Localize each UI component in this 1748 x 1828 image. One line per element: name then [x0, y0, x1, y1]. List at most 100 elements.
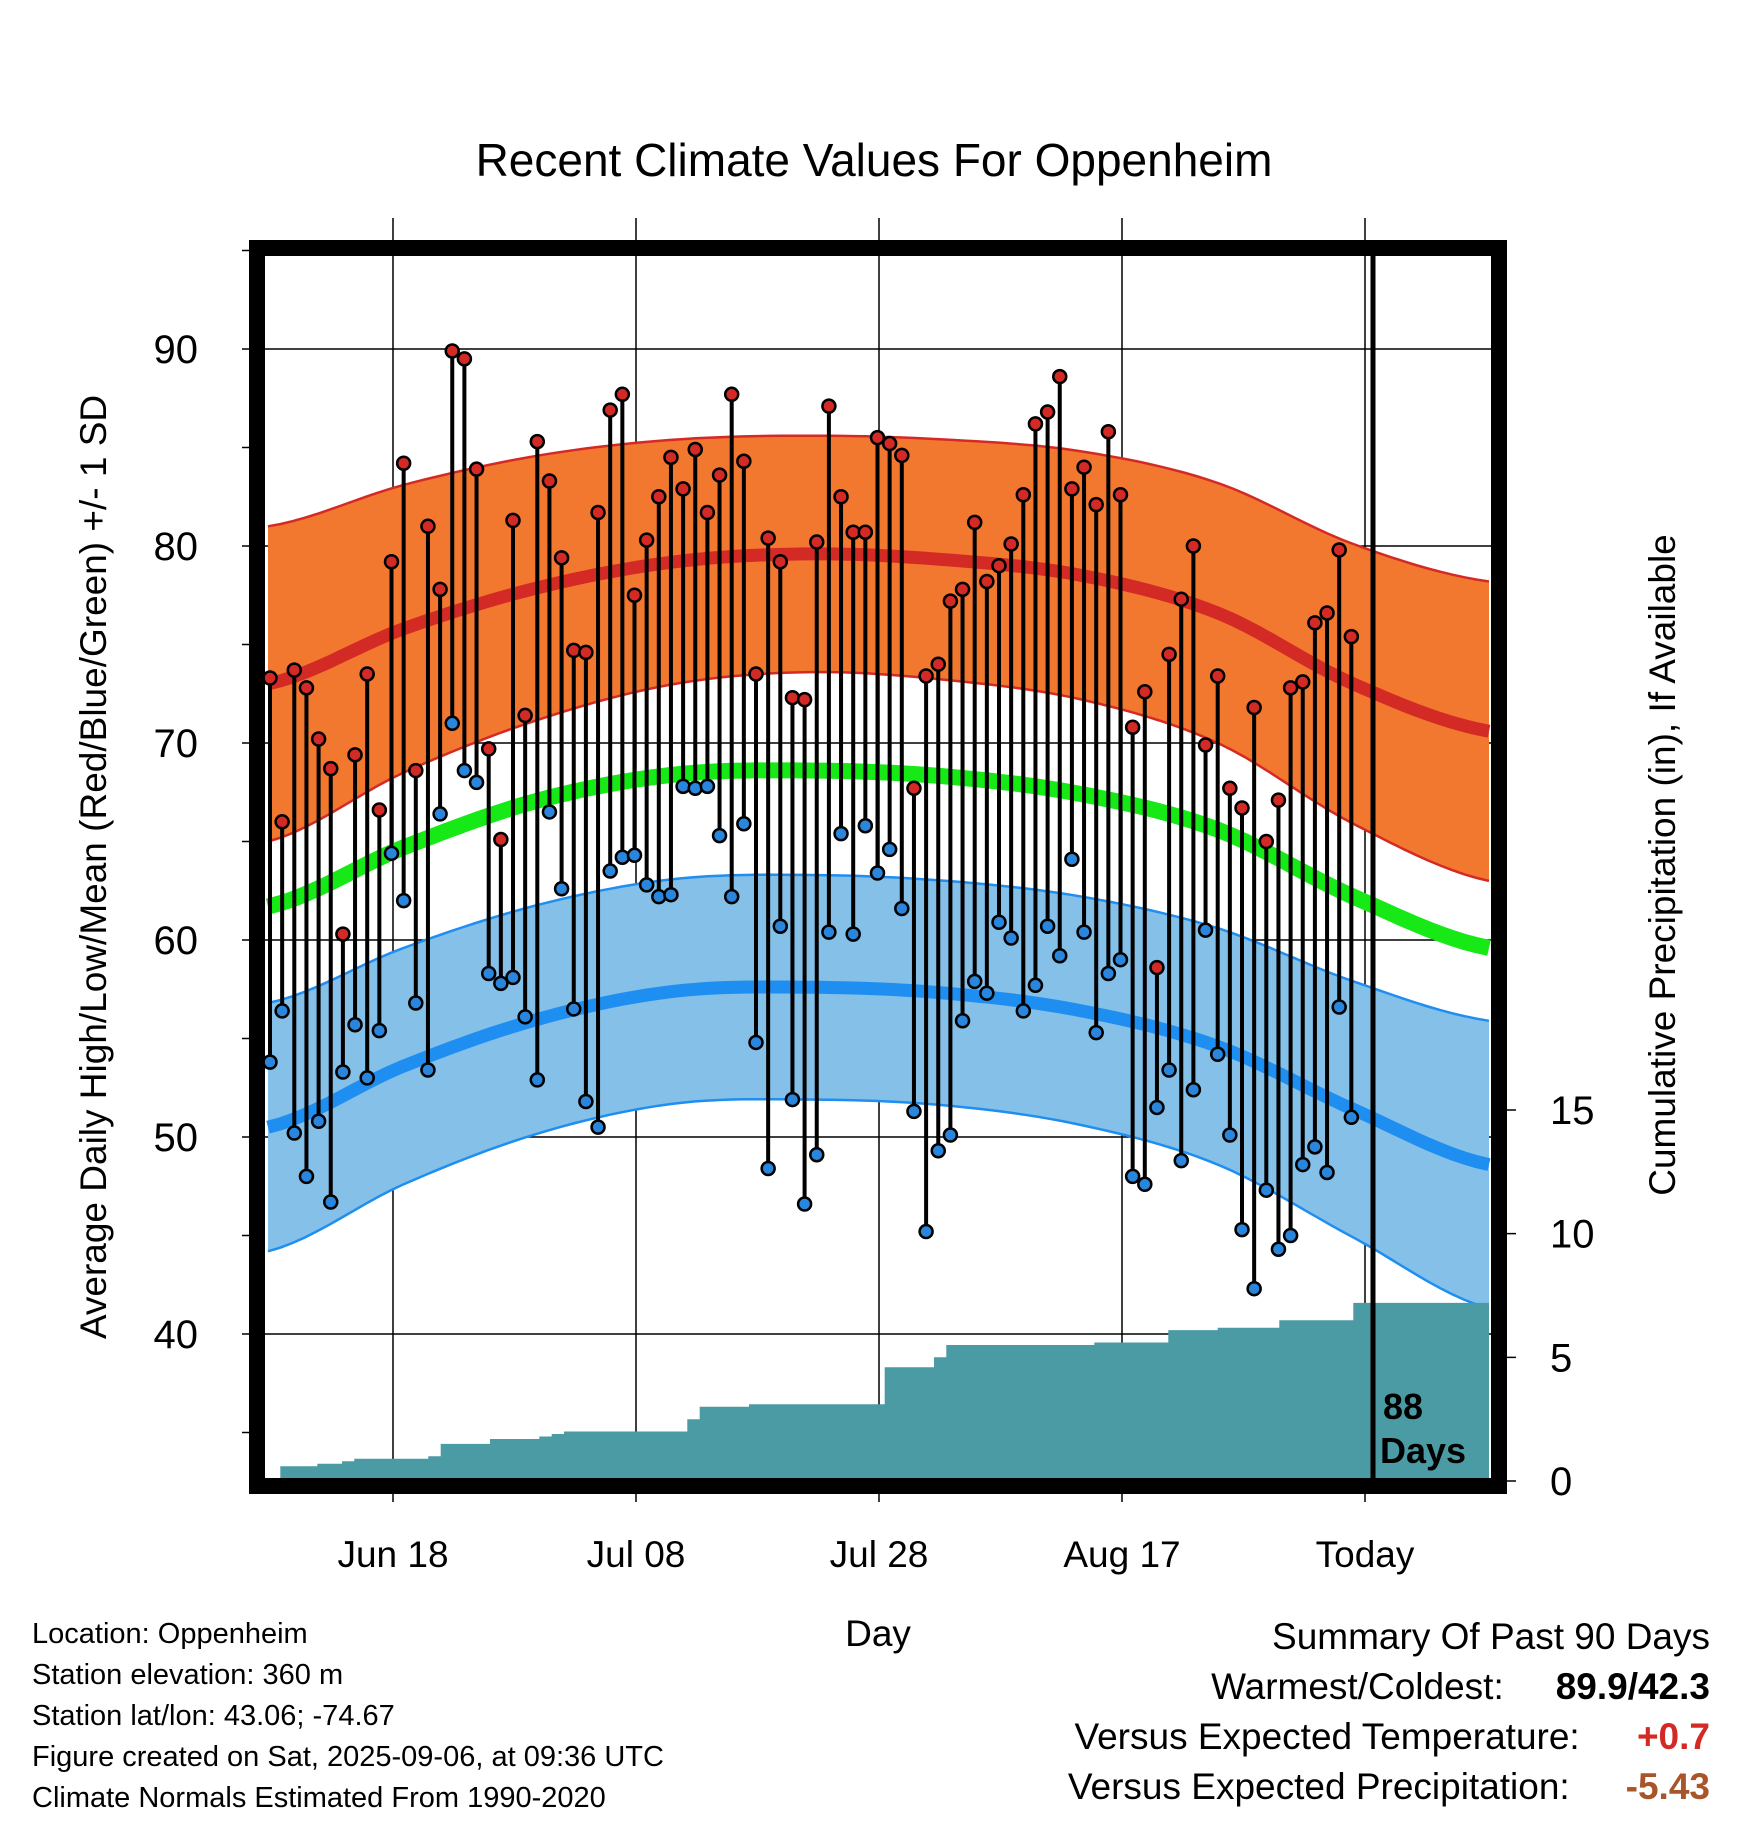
observed-low-dot — [420, 1062, 436, 1078]
observed-low-dot — [1064, 851, 1080, 867]
y-tick-label: 40 — [154, 1313, 199, 1357]
plot-area — [257, 218, 1499, 1486]
observed-low-dot — [590, 1119, 606, 1135]
observed-low-dot — [772, 918, 789, 934]
observed-high-dot — [432, 581, 448, 598]
observed-high-dot — [1027, 416, 1044, 432]
observed-high-dot — [383, 554, 400, 570]
x-tick-label: Aug 17 — [1063, 1534, 1180, 1575]
y-axis-left: 40 50 60 70 80 90 — [154, 249, 257, 1434]
observed-high-dot — [833, 489, 849, 505]
observed-low-dot — [298, 1168, 315, 1185]
observed-low-dot — [262, 1054, 278, 1070]
observed-low-dot — [723, 888, 740, 905]
observed-low-dot — [809, 1146, 825, 1163]
location-text: Location: Oppenheim — [32, 1618, 308, 1650]
observed-high-dot — [1295, 674, 1311, 690]
observed-high-dot — [286, 662, 303, 678]
observed-low-dot — [1076, 924, 1092, 940]
observed-high-dot — [1124, 719, 1141, 735]
observed-low-dot — [1307, 1139, 1323, 1155]
observed-stems — [268, 350, 1354, 1289]
observed-low-dot — [906, 1103, 922, 1120]
observed-low-dot — [1003, 930, 1019, 946]
observed-high-dot — [505, 512, 521, 529]
observed-high-dot — [1015, 487, 1032, 503]
observed-low-dot — [894, 900, 910, 917]
observed-low-dot — [748, 1034, 764, 1051]
observed-low-dot — [942, 1127, 959, 1143]
observed-low-dot — [456, 762, 473, 779]
observed-low-dot — [954, 1013, 971, 1029]
observed-high-dot — [954, 581, 971, 598]
observed-low-dot — [371, 1022, 388, 1039]
observed-high-dot — [578, 644, 594, 661]
normals-text: Climate Normals Estimated From 1990-2020 — [32, 1782, 606, 1814]
observed-low-dot — [432, 806, 448, 822]
observed-high-dot — [444, 343, 460, 359]
normal-low-line — [266, 980, 1491, 1171]
observed-low-dot — [1124, 1168, 1141, 1185]
observed-high-dot — [1197, 737, 1214, 753]
observed-high-dot — [1331, 542, 1347, 558]
observed-high-dot — [408, 762, 424, 779]
observed-low-dot — [1137, 1176, 1153, 1193]
observed-low-dot — [529, 1072, 546, 1088]
observed-low-dot — [1282, 1227, 1299, 1244]
observed-low-dot — [796, 1196, 813, 1212]
observed-low-dot — [1234, 1221, 1250, 1238]
y-axis-label: Average Daily High/Low/Mean (Red/Blue/Gr… — [73, 395, 114, 1339]
observed-low-dot — [711, 827, 728, 844]
observed-high-dot — [1112, 487, 1129, 503]
observed-high-dot — [1246, 699, 1262, 716]
observed-high-dot — [784, 689, 801, 706]
precip-area-fill — [268, 1302, 1489, 1481]
latlon-text: Station lat/lon: 43.06; -74.67 — [32, 1700, 395, 1732]
observed-high-dot — [1173, 591, 1189, 607]
observed-low-dot — [1052, 948, 1068, 964]
observed-high-dot — [675, 481, 691, 497]
observed-low-dot — [991, 914, 1007, 931]
elevation-text: Station elevation: 360 m — [32, 1659, 344, 1691]
observed-low-dot — [1161, 1062, 1177, 1078]
x-tick-label: Jul 08 — [587, 1534, 686, 1575]
y-tick-label: 80 — [154, 525, 199, 569]
x-axis: Jun 18 Jul 08 Jul 28 Aug 17 Today — [337, 1486, 1415, 1575]
observed-low-dot — [274, 1003, 290, 1019]
y2-tick-label: 15 — [1550, 1089, 1595, 1133]
observed-high-dot — [1100, 423, 1117, 440]
observed-low-dot — [1149, 1099, 1165, 1116]
observed-low-dot — [395, 892, 412, 909]
observed-low-dot — [1185, 1081, 1202, 1098]
observed-low-dot — [833, 825, 849, 842]
observed-high-dot — [493, 831, 509, 848]
observed-high-dot — [1076, 459, 1092, 475]
summary-heading: Summary Of Past 90 Days — [1272, 1616, 1710, 1657]
observed-high-dot — [274, 814, 290, 830]
observed-high-dot — [881, 435, 898, 452]
precip-label: Versus Expected Precipitation: — [1067, 1766, 1570, 1807]
observed-high-dot — [651, 489, 667, 505]
warmest-label: Warmest/Coldest: — [1211, 1666, 1504, 1707]
observed-low-dot — [323, 1194, 339, 1210]
observed-high-dot — [966, 514, 983, 531]
precip-value: -5.43 — [1625, 1766, 1710, 1807]
observed-low-dot — [541, 804, 558, 820]
observed-high-dot — [1209, 668, 1226, 684]
station-info: Location: Oppenheim Station elevation: 3… — [32, 1614, 664, 1819]
observed-high-dot — [420, 518, 436, 535]
observed-high-dot — [626, 587, 643, 603]
observed-low-dot — [602, 863, 618, 879]
today-days-count: 88 — [1383, 1386, 1423, 1427]
observed-high-dot — [1270, 792, 1287, 808]
observed-high-dot — [298, 680, 315, 696]
observed-low-dot — [480, 965, 497, 982]
observed-low-dot — [638, 877, 655, 893]
observed-high-dot — [371, 802, 388, 818]
observed-low-dot — [979, 985, 995, 1001]
observed-low-dot — [1197, 922, 1214, 938]
today-days-label: Days — [1380, 1430, 1466, 1471]
observed-low-dot — [821, 924, 837, 940]
observed-low-dot — [359, 1070, 375, 1086]
observed-high-dot — [456, 351, 473, 367]
